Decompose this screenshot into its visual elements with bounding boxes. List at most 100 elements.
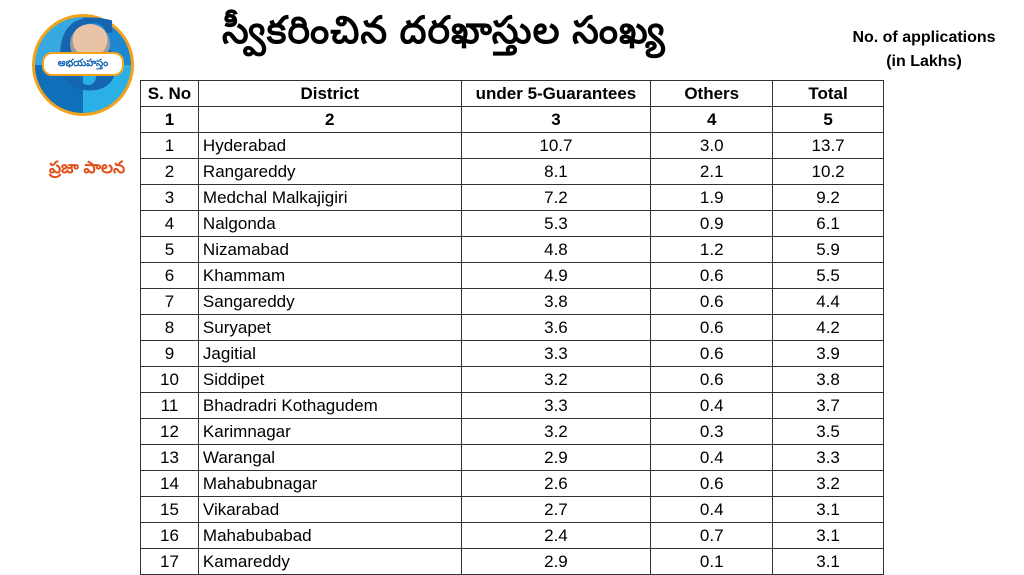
cell-guarantees: 4.9 bbox=[460, 262, 652, 289]
table-row: 9 Jagitial 3.3 0.6 3.9 bbox=[140, 340, 884, 367]
cell-total: 9.2 bbox=[772, 184, 884, 211]
cell-sno: 11 bbox=[140, 392, 199, 419]
cell-sno: 16 bbox=[140, 522, 199, 549]
cell-district: Karimnagar bbox=[197, 418, 462, 445]
cell-district: Mahabubabad bbox=[197, 522, 462, 549]
cell-sno: 9 bbox=[140, 340, 199, 367]
cell-others: 0.3 bbox=[650, 418, 774, 445]
cell-total: 3.9 bbox=[772, 340, 884, 367]
cell-total: 4.4 bbox=[772, 288, 884, 315]
cell-total: 3.5 bbox=[772, 418, 884, 445]
cell-sno: 8 bbox=[140, 314, 199, 341]
cell-district: Hyderabad bbox=[197, 132, 462, 159]
cell-guarantees: 3.3 bbox=[460, 340, 652, 367]
page-title: స్వీకరించిన దరఖాస్తుల సంఖ్య bbox=[222, 10, 666, 52]
cell-others: 0.1 bbox=[650, 548, 774, 575]
column-number: 4 bbox=[650, 106, 774, 133]
cell-guarantees: 3.2 bbox=[460, 366, 652, 393]
cell-others: 0.6 bbox=[650, 366, 774, 393]
table-row: 3 Medchal Malkajigiri 7.2 1.9 9.2 bbox=[140, 184, 884, 211]
cell-sno: 6 bbox=[140, 262, 199, 289]
cell-sno: 3 bbox=[140, 184, 199, 211]
table-row: 4 Nalgonda 5.3 0.9 6.1 bbox=[140, 210, 884, 237]
cell-others: 0.9 bbox=[650, 210, 774, 237]
cell-district: Nizamabad bbox=[197, 236, 462, 263]
cell-sno: 12 bbox=[140, 418, 199, 445]
cell-guarantees: 3.8 bbox=[460, 288, 652, 315]
cell-district: Jagitial bbox=[197, 340, 462, 367]
table-row: 13 Warangal 2.9 0.4 3.3 bbox=[140, 444, 884, 471]
cell-sno: 4 bbox=[140, 210, 199, 237]
unit-note-line2: (in Lakhs) bbox=[886, 53, 962, 70]
praja-palana-logo: 6 అభయహస్తం ప్రజా పాలన bbox=[28, 8, 146, 180]
cell-others: 0.4 bbox=[650, 444, 774, 471]
cell-total: 3.1 bbox=[772, 496, 884, 523]
table-row: 11 Bhadradri Kothagudem 3.3 0.4 3.7 bbox=[140, 392, 884, 419]
table-body: 1 Hyderabad 10.7 3.0 13.7 2 Rangareddy 8.1 2.1 10… bbox=[140, 132, 884, 575]
table-row: 7 Sangareddy 3.8 0.6 4.4 bbox=[140, 288, 884, 315]
cell-guarantees: 3.2 bbox=[460, 418, 652, 445]
cell-district: Medchal Malkajigiri bbox=[197, 184, 462, 211]
cell-guarantees: 2.9 bbox=[460, 548, 652, 575]
table-row: 15 Vikarabad 2.7 0.4 3.1 bbox=[140, 496, 884, 523]
cell-total: 3.3 bbox=[772, 444, 884, 471]
cell-total: 3.1 bbox=[772, 522, 884, 549]
cell-total: 10.2 bbox=[772, 158, 884, 185]
cell-district: Suryapet bbox=[197, 314, 462, 341]
cell-guarantees: 2.7 bbox=[460, 496, 652, 523]
cell-others: 1.2 bbox=[650, 236, 774, 263]
cell-others: 0.6 bbox=[650, 314, 774, 341]
table-row: 16 Mahabubabad 2.4 0.7 3.1 bbox=[140, 522, 884, 549]
cell-sno: 10 bbox=[140, 366, 199, 393]
cell-district: Bhadradri Kothagudem bbox=[197, 392, 462, 419]
table-row: 8 Suryapet 3.6 0.6 4.2 bbox=[140, 314, 884, 341]
cell-total: 13.7 bbox=[772, 132, 884, 159]
cell-sno: 1 bbox=[140, 132, 199, 159]
cell-district: Kamareddy bbox=[197, 548, 462, 575]
cell-others: 2.1 bbox=[650, 158, 774, 185]
cell-guarantees: 8.1 bbox=[460, 158, 652, 185]
cell-district: Siddipet bbox=[197, 366, 462, 393]
cell-guarantees: 2.4 bbox=[460, 522, 652, 549]
cell-district: Vikarabad bbox=[197, 496, 462, 523]
cell-others: 0.4 bbox=[650, 496, 774, 523]
cell-guarantees: 2.9 bbox=[460, 444, 652, 471]
cell-sno: 13 bbox=[140, 444, 199, 471]
cell-others: 0.6 bbox=[650, 470, 774, 497]
column-number: 1 bbox=[140, 106, 199, 133]
cell-sno: 17 bbox=[140, 548, 199, 575]
cell-guarantees: 2.6 bbox=[460, 470, 652, 497]
cell-district: Sangareddy bbox=[197, 288, 462, 315]
cell-others: 0.7 bbox=[650, 522, 774, 549]
header-guarantees: under 5-Guarantees bbox=[460, 80, 652, 107]
table-row: 6 Khammam 4.9 0.6 5.5 bbox=[140, 262, 884, 289]
table-row: 1 Hyderabad 10.7 3.0 13.7 bbox=[140, 132, 884, 159]
table-row: 14 Mahabubnagar 2.6 0.6 3.2 bbox=[140, 470, 884, 497]
logo-brand-text: ప్రజా పాలన bbox=[48, 158, 126, 177]
cell-total: 3.7 bbox=[772, 392, 884, 419]
cell-guarantees: 7.2 bbox=[460, 184, 652, 211]
cell-others: 1.9 bbox=[650, 184, 774, 211]
cell-guarantees: 3.6 bbox=[460, 314, 652, 341]
cell-others: 0.6 bbox=[650, 288, 774, 315]
cell-guarantees: 10.7 bbox=[460, 132, 652, 159]
cell-guarantees: 3.3 bbox=[460, 392, 652, 419]
unit-note-line1: No. of applications bbox=[852, 29, 996, 46]
cell-sno: 2 bbox=[140, 158, 199, 185]
cell-total: 3.8 bbox=[772, 366, 884, 393]
cell-others: 3.0 bbox=[650, 132, 774, 159]
table-row: 12 Karimnagar 3.2 0.3 3.5 bbox=[140, 418, 884, 445]
header-sno: S. No bbox=[140, 80, 199, 107]
header-district: District bbox=[197, 80, 462, 107]
cell-total: 4.2 bbox=[772, 314, 884, 341]
cell-guarantees: 5.3 bbox=[460, 210, 652, 237]
unit-note: No. of applications (in Lakhs) bbox=[832, 26, 1016, 74]
table-row: 10 Siddipet 3.2 0.6 3.8 bbox=[140, 366, 884, 393]
cell-sno: 14 bbox=[140, 470, 199, 497]
header-row: S. No District under 5-Guarantees Others… bbox=[140, 80, 884, 107]
column-number: 2 bbox=[197, 106, 462, 133]
cell-others: 0.6 bbox=[650, 262, 774, 289]
cell-sno: 15 bbox=[140, 496, 199, 523]
cell-sno: 7 bbox=[140, 288, 199, 315]
cell-district: Nalgonda bbox=[197, 210, 462, 237]
